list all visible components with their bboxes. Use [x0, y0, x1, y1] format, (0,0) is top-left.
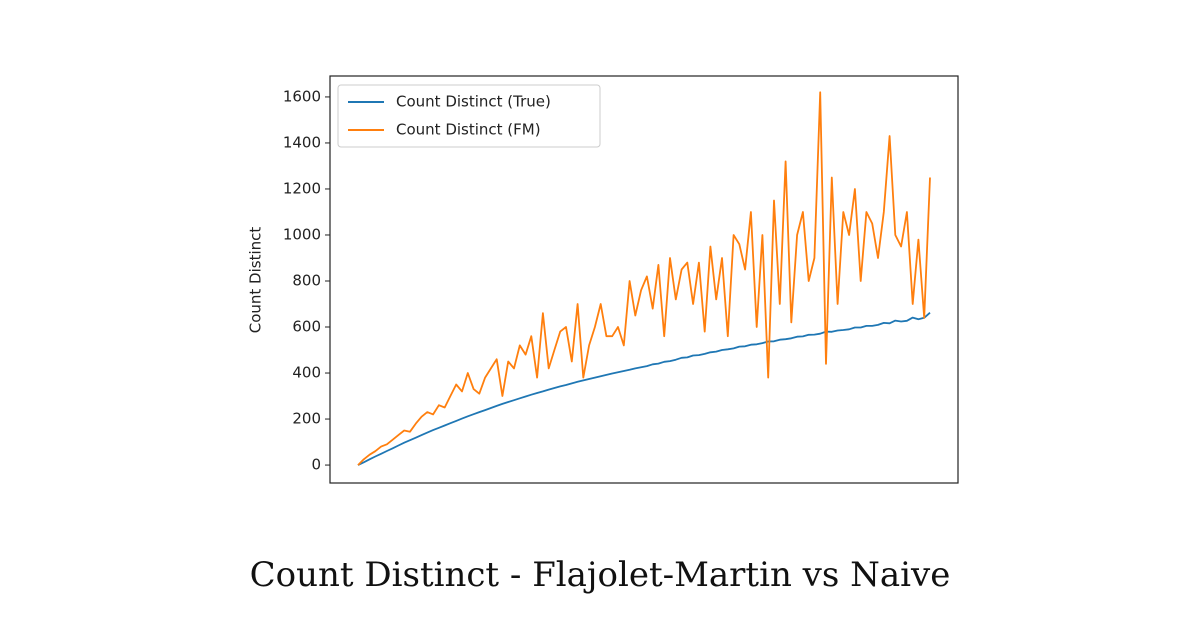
y-tick-label: 200	[292, 410, 321, 428]
y-tick-label: 1600	[283, 87, 321, 105]
y-tick-label: 800	[292, 271, 321, 289]
y-tick-label: 1400	[283, 133, 321, 151]
legend-label: Count Distinct (FM)	[396, 121, 541, 139]
plot-frame	[329, 75, 959, 484]
y-tick-label: 600	[292, 318, 321, 336]
y-tick-label: 1000	[283, 225, 321, 243]
y-axis-label: Count Distinct	[247, 227, 265, 334]
legend-box	[337, 84, 601, 148]
y-tick-label: 400	[292, 364, 321, 382]
legend-label: Count Distinct (True)	[396, 93, 551, 111]
y-tick-label: 0	[311, 456, 321, 474]
axes: Count Distinct 0 200 400 600 800 1000 1200 1400…	[247, 75, 959, 484]
y-tick-label: 1200	[283, 179, 321, 197]
caption: Count Distinct - Flajolet-Martin vs Naiv…	[250, 555, 951, 595]
series-line	[357, 312, 931, 466]
series-line	[357, 91, 931, 466]
